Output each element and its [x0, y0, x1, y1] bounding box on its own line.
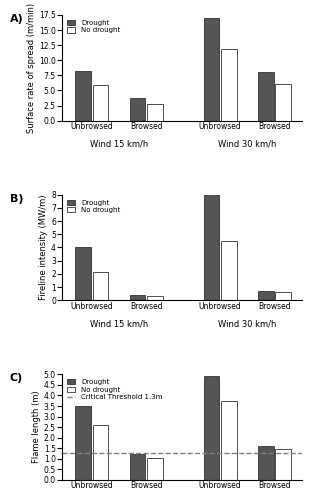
Bar: [93, 272, 108, 300]
Bar: [258, 72, 274, 120]
Text: C): C): [10, 374, 23, 384]
Bar: [275, 448, 291, 480]
Text: Wind 30 km/h: Wind 30 km/h: [218, 320, 276, 328]
Bar: [275, 292, 291, 300]
Bar: [130, 295, 146, 300]
Bar: [93, 85, 108, 120]
Bar: [258, 446, 274, 480]
Text: Wind 15 km/h: Wind 15 km/h: [90, 499, 148, 500]
Bar: [258, 291, 274, 300]
Text: Wind 15 km/h: Wind 15 km/h: [90, 320, 148, 328]
Bar: [275, 84, 291, 120]
Bar: [221, 240, 237, 300]
Bar: [130, 98, 146, 120]
Legend: Drought, No drought: Drought, No drought: [64, 17, 123, 36]
Bar: [75, 70, 91, 120]
Bar: [204, 376, 220, 480]
Y-axis label: Flame length (m): Flame length (m): [32, 391, 41, 464]
Bar: [221, 402, 237, 480]
Text: Wind 15 km/h: Wind 15 km/h: [90, 140, 148, 148]
Text: B): B): [10, 194, 23, 203]
Text: Wind 30 km/h: Wind 30 km/h: [218, 499, 276, 500]
Bar: [147, 458, 163, 480]
Y-axis label: Surface rate of spread (m/min): Surface rate of spread (m/min): [27, 3, 36, 133]
Bar: [147, 104, 163, 120]
Bar: [75, 406, 91, 480]
Bar: [130, 454, 146, 480]
Legend: Drought, No drought: Drought, No drought: [64, 196, 123, 216]
Bar: [147, 296, 163, 300]
Bar: [93, 424, 108, 480]
Text: Wind 30 km/h: Wind 30 km/h: [218, 140, 276, 148]
Bar: [221, 49, 237, 120]
Bar: [204, 18, 220, 120]
Y-axis label: Fireline intensity (MW/m): Fireline intensity (MW/m): [39, 194, 48, 300]
Bar: [75, 247, 91, 300]
Legend: Drought, No drought, Critical Threshold 1.3m: Drought, No drought, Critical Threshold …: [64, 376, 165, 403]
Bar: [204, 192, 220, 300]
Text: A): A): [10, 14, 23, 24]
